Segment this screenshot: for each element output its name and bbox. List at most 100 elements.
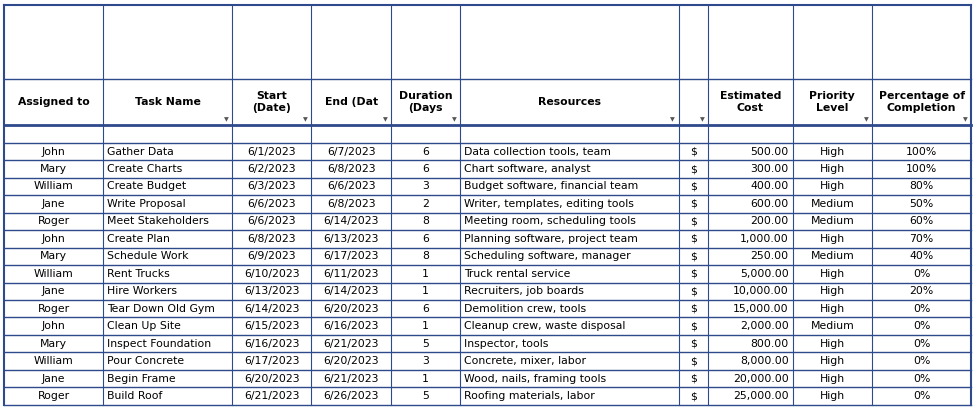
Text: 100%: 100% (906, 146, 937, 157)
Text: 6/1/2023: 6/1/2023 (248, 146, 296, 157)
Text: 20,000.00: 20,000.00 (733, 374, 789, 384)
Text: 6/8/2023: 6/8/2023 (327, 199, 375, 209)
Text: Create Budget: Create Budget (107, 182, 186, 191)
Text: High: High (820, 356, 845, 366)
Text: 0%: 0% (913, 374, 930, 384)
Text: 1: 1 (422, 269, 429, 279)
Text: Cleanup crew, waste disposal: Cleanup crew, waste disposal (464, 321, 626, 331)
Text: 20%: 20% (910, 286, 934, 296)
Text: $: $ (690, 182, 697, 191)
Text: End (Dat: End (Dat (325, 97, 377, 107)
Text: Inspect Foundation: Inspect Foundation (107, 339, 212, 348)
Text: 2: 2 (422, 199, 429, 209)
Text: 600.00: 600.00 (751, 199, 789, 209)
Text: High: High (820, 339, 845, 348)
Text: 6/26/2023: 6/26/2023 (324, 391, 379, 401)
Text: $: $ (690, 391, 697, 401)
Text: $: $ (690, 251, 697, 262)
Text: Percentage of
Completion: Percentage of Completion (878, 91, 964, 113)
Text: 6/13/2023: 6/13/2023 (244, 286, 299, 296)
Text: Create Plan: Create Plan (107, 234, 170, 244)
Text: 6/21/2023: 6/21/2023 (324, 374, 379, 384)
Text: Roger: Roger (37, 391, 69, 401)
Text: ▼: ▼ (224, 117, 228, 122)
Text: Truck rental service: Truck rental service (464, 269, 570, 279)
Text: $: $ (690, 374, 697, 384)
Text: $: $ (690, 146, 697, 157)
Text: 6/14/2023: 6/14/2023 (244, 304, 299, 314)
Text: 400.00: 400.00 (751, 182, 789, 191)
Text: High: High (820, 391, 845, 401)
Text: 6: 6 (422, 146, 429, 157)
Text: Task Name: Task Name (135, 97, 201, 107)
Text: 0%: 0% (913, 339, 930, 348)
Text: Create Charts: Create Charts (107, 164, 182, 174)
Text: $: $ (690, 269, 697, 279)
Text: 6/9/2023: 6/9/2023 (248, 251, 296, 262)
Text: High: High (820, 234, 845, 244)
Text: High: High (820, 146, 845, 157)
Text: Medium: Medium (810, 321, 854, 331)
Text: 0%: 0% (913, 269, 930, 279)
Text: Scheduling software, manager: Scheduling software, manager (464, 251, 631, 262)
Text: Wood, nails, framing tools: Wood, nails, framing tools (464, 374, 606, 384)
Text: Tear Down Old Gym: Tear Down Old Gym (107, 304, 214, 314)
Text: 1: 1 (422, 374, 429, 384)
Text: 70%: 70% (910, 234, 934, 244)
Text: Roger: Roger (37, 304, 69, 314)
Text: Roger: Roger (37, 216, 69, 226)
Text: Budget software, financial team: Budget software, financial team (464, 182, 639, 191)
Text: Clean Up Site: Clean Up Site (107, 321, 181, 331)
Text: Planning software, project team: Planning software, project team (464, 234, 638, 244)
Text: $: $ (690, 339, 697, 348)
Text: Mary: Mary (40, 339, 67, 348)
Text: Medium: Medium (810, 199, 854, 209)
Text: ▼: ▼ (864, 117, 869, 122)
Text: John: John (42, 234, 65, 244)
Text: Begin Frame: Begin Frame (107, 374, 176, 384)
Text: High: High (820, 286, 845, 296)
Text: Duration
(Days: Duration (Days (399, 91, 452, 113)
Text: 6: 6 (422, 304, 429, 314)
Text: 8,000.00: 8,000.00 (740, 356, 789, 366)
Text: 0%: 0% (913, 391, 930, 401)
Text: 3: 3 (422, 182, 429, 191)
Text: ▼: ▼ (382, 117, 387, 122)
Text: High: High (820, 182, 845, 191)
Text: 6/16/2023: 6/16/2023 (244, 339, 299, 348)
Text: $: $ (690, 164, 697, 174)
Text: Hire Workers: Hire Workers (107, 286, 177, 296)
Text: 60%: 60% (910, 216, 934, 226)
Text: 0%: 0% (913, 304, 930, 314)
Text: Priority
Level: Priority Level (809, 91, 855, 113)
Text: 250.00: 250.00 (751, 251, 789, 262)
Text: 6/3/2023: 6/3/2023 (248, 182, 296, 191)
Text: William: William (34, 182, 73, 191)
Text: 6/8/2023: 6/8/2023 (248, 234, 296, 244)
Text: 6/21/2023: 6/21/2023 (244, 391, 299, 401)
Text: 6/20/2023: 6/20/2023 (244, 374, 299, 384)
Text: High: High (820, 164, 845, 174)
Text: 6: 6 (422, 234, 429, 244)
Text: Mary: Mary (40, 251, 67, 262)
Text: $: $ (690, 234, 697, 244)
Text: 200.00: 200.00 (751, 216, 789, 226)
Text: Meeting room, scheduling tools: Meeting room, scheduling tools (464, 216, 636, 226)
Text: 40%: 40% (910, 251, 934, 262)
Text: Writer, templates, editing tools: Writer, templates, editing tools (464, 199, 634, 209)
Text: 0%: 0% (913, 321, 930, 331)
Text: 1: 1 (422, 286, 429, 296)
Text: 6/6/2023: 6/6/2023 (248, 199, 296, 209)
Text: 500.00: 500.00 (751, 146, 789, 157)
Text: Meet Stakeholders: Meet Stakeholders (107, 216, 209, 226)
Text: Medium: Medium (810, 251, 854, 262)
Text: $: $ (690, 356, 697, 366)
Text: ▼: ▼ (303, 117, 308, 122)
Text: 15,000.00: 15,000.00 (733, 304, 789, 314)
Text: William: William (34, 269, 73, 279)
Text: $: $ (690, 286, 697, 296)
Text: High: High (820, 374, 845, 384)
Text: 6/16/2023: 6/16/2023 (324, 321, 379, 331)
Text: Resources: Resources (538, 97, 601, 107)
Text: ▼: ▼ (452, 117, 457, 122)
